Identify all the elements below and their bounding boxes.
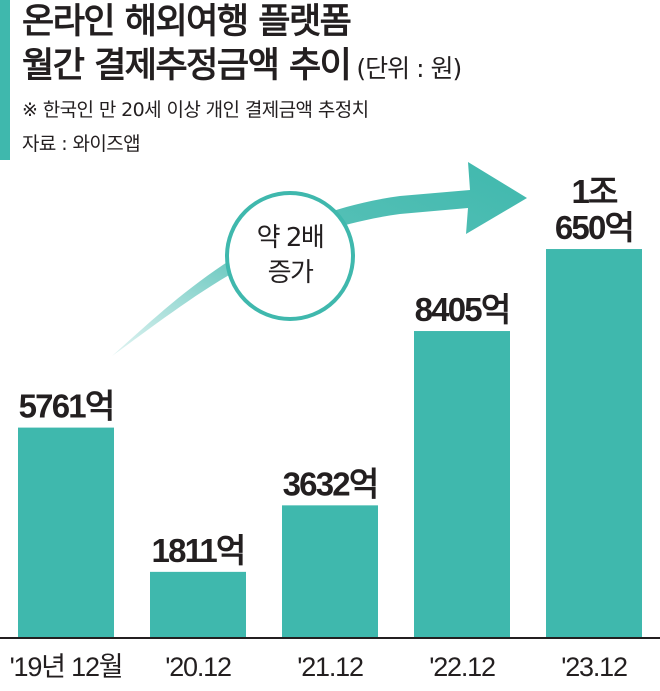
x-tick-label-3: '22.12	[429, 652, 495, 682]
value-label-4-1: 650억	[555, 209, 633, 246]
value-label-3: 8405억	[415, 291, 510, 328]
unit-label: (단위 : 원)	[356, 54, 462, 83]
x-tick-label-1: '20.12	[165, 652, 231, 682]
growth-arrow	[112, 162, 527, 356]
chart-title-line2: 월간 결제추정금액 추이 (단위 : 원)	[22, 46, 462, 89]
x-tick-label-4: '23.12	[561, 652, 627, 682]
bar-3	[414, 331, 510, 638]
bars: 5761억 '19년 12월 1811억 '20.12 3632억 '21.12 8405억…	[10, 173, 642, 682]
accent-bar	[0, 0, 10, 160]
annotation-line1: 약 2배	[257, 223, 324, 253]
x-tick-label-2: '21.12	[297, 652, 363, 682]
value-label-0: 5761억	[19, 388, 114, 425]
chart-title-line1: 온라인 해외여행 플랫폼	[22, 2, 352, 42]
annotation-bubble: 약 2배 증가	[225, 191, 355, 321]
source-label: 자료 : 와이즈앱	[22, 133, 141, 155]
bar-1	[150, 571, 246, 638]
annotation-line2: 증가	[268, 258, 314, 288]
footnote: ※ 한국인 만 20세 이상 개인 결제금액 추정치	[22, 99, 369, 121]
chart-title-line2-text: 월간 결제추정금액 추이	[22, 46, 352, 86]
annotation-circle	[225, 191, 355, 321]
value-label-1: 1811억	[152, 532, 245, 569]
bar-2	[282, 505, 378, 638]
bar-0	[18, 427, 114, 638]
bar-4	[546, 249, 642, 639]
value-label-2: 3632억	[283, 465, 378, 502]
x-tick-label-0: '19년 12월	[10, 652, 123, 682]
value-label-4-0: 1조	[571, 173, 618, 210]
